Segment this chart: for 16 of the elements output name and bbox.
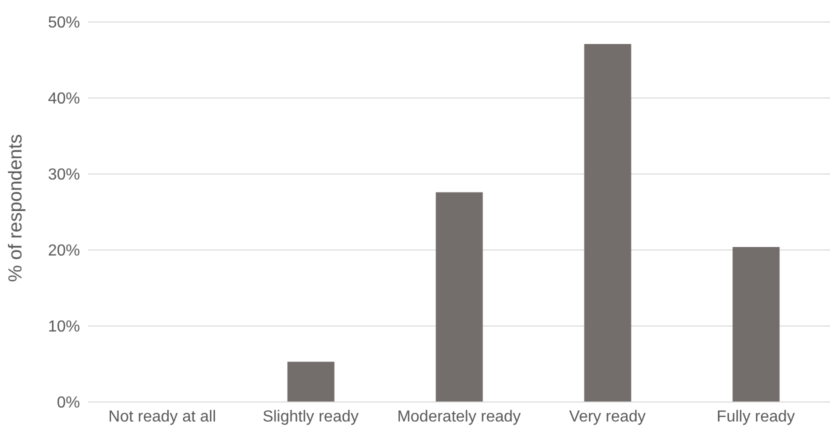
x-tick-label: Moderately ready: [397, 408, 521, 426]
bar: [584, 44, 632, 402]
bar: [436, 192, 483, 402]
y-tick-label: 40%: [48, 90, 80, 108]
bar: [287, 362, 334, 402]
x-tick-label: Very ready: [569, 408, 646, 426]
bar: [732, 246, 780, 402]
y-axis-title: % of respondents: [6, 134, 27, 282]
x-tick-label: Slightly ready: [262, 408, 359, 426]
y-tick-label: 10%: [48, 318, 80, 336]
y-tick-label: 0%: [56, 394, 80, 412]
y-tick-label: 30%: [48, 166, 80, 184]
x-tick-label: Not ready at all: [108, 408, 216, 426]
x-tick-label: Fully ready: [716, 408, 795, 426]
y-tick-label: 50%: [48, 14, 80, 32]
y-tick-label: 20%: [48, 242, 80, 260]
